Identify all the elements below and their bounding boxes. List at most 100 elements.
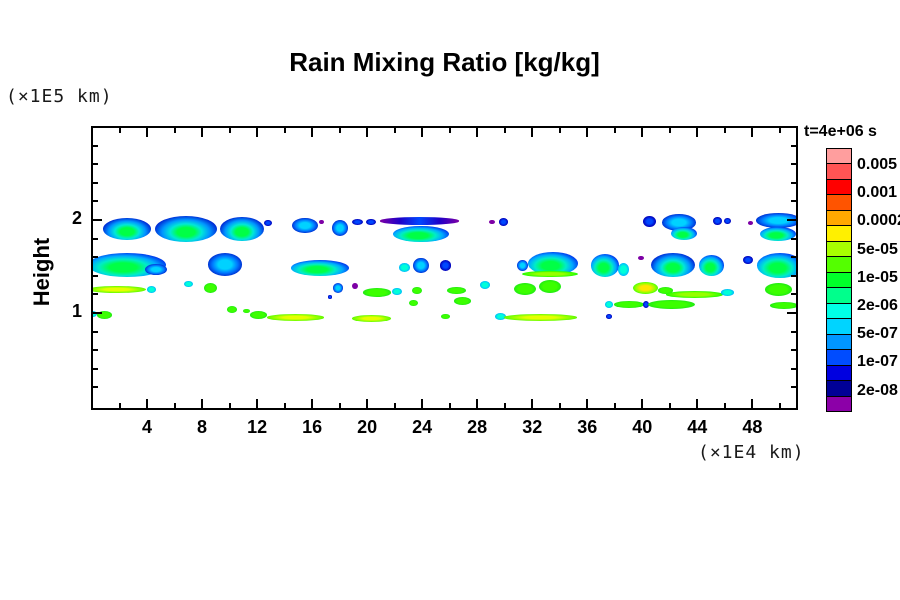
colorbar-swatch: [826, 333, 852, 351]
rain-blob: [219, 217, 264, 242]
x-tick-label: 44: [687, 417, 708, 437]
rain-blob: [743, 255, 754, 265]
y-minor-tick: [791, 144, 796, 147]
rain-blob: [331, 220, 348, 237]
y-major-tick: [787, 219, 796, 221]
x-minor-tick: [448, 403, 451, 408]
y-minor-tick: [791, 349, 796, 352]
x-tick-label: 24: [412, 417, 433, 437]
rain-blob: [605, 301, 614, 308]
x-tick-label: 8: [197, 417, 208, 437]
rain-blob: [517, 259, 529, 272]
colorbar-swatch: [826, 209, 852, 227]
y-minor-tick: [93, 237, 98, 240]
rain-blob: [227, 306, 238, 313]
rain-blob: [440, 260, 452, 271]
rain-blob: [203, 282, 217, 293]
x-minor-tick: [723, 128, 726, 133]
y-minor-tick: [791, 256, 796, 259]
y-minor-tick: [93, 200, 98, 203]
x-minor-tick: [338, 403, 341, 408]
y-minor-tick: [93, 144, 98, 147]
rain-blob: [539, 280, 562, 294]
rain-blob: [97, 311, 113, 319]
rain-blob: [146, 286, 156, 293]
y-minor-tick: [93, 386, 98, 389]
x-minor-tick: [448, 128, 451, 133]
rain-blob: [713, 216, 723, 226]
rain-blob: [102, 218, 151, 241]
y-minor-tick: [93, 293, 98, 296]
colorbar-swatch: [826, 395, 852, 412]
rain-blob: [617, 262, 629, 276]
colorbar-swatch: [826, 148, 852, 165]
rain-blob: [93, 286, 147, 294]
rain-blob: [522, 270, 579, 278]
y-minor-tick: [791, 274, 796, 277]
x-minor-tick: [778, 128, 781, 133]
colorbar-label: 0.001: [857, 184, 898, 202]
rain-blob: [183, 280, 193, 288]
rain-blob: [606, 314, 613, 320]
colorbar-swatch: [826, 380, 852, 397]
plot-area: [91, 126, 798, 410]
y-major-tick: [93, 312, 102, 314]
x-minor-tick: [118, 128, 121, 133]
rain-blob: [658, 287, 674, 294]
y-major-tick: [787, 312, 796, 314]
colorbar-label: 1e-07: [857, 353, 898, 371]
x-minor-tick: [668, 128, 671, 133]
y-tick-label: 2: [71, 208, 82, 228]
colorbar-label: 5e-07: [857, 325, 898, 343]
x-major-tick: [476, 128, 479, 137]
x-major-tick: [476, 399, 479, 408]
rain-blob: [292, 217, 319, 234]
rain-blob: [453, 297, 471, 305]
rain-blob: [495, 313, 507, 320]
x-tick-label: 36: [577, 417, 598, 437]
rain-blob: [379, 217, 460, 225]
x-tick-label: 28: [467, 417, 488, 437]
rain-blob: [480, 281, 491, 289]
rain-blob: [591, 254, 620, 277]
x-minor-tick: [393, 403, 396, 408]
rain-blob: [647, 299, 695, 310]
x-tick-label: 40: [632, 417, 653, 437]
rain-blob: [756, 253, 796, 278]
x-major-tick: [311, 399, 314, 408]
x-major-tick: [366, 128, 369, 137]
y-minor-tick: [93, 163, 98, 166]
colorbar-swatch: [826, 178, 852, 196]
rain-blob: [441, 314, 451, 320]
colorbar-swatch: [826, 349, 852, 366]
rain-blob: [412, 257, 429, 274]
x-major-tick: [311, 128, 314, 137]
x-major-tick: [256, 128, 259, 137]
rain-blob: [643, 301, 650, 308]
x-minor-tick: [118, 403, 121, 408]
rain-blob: [362, 288, 391, 297]
colorbar-label: 1e-05: [857, 268, 898, 286]
rain-blob: [366, 218, 377, 226]
rain-blob: [764, 283, 793, 297]
rain-blob: [721, 289, 735, 296]
x-major-tick: [256, 399, 259, 408]
y-minor-tick: [791, 181, 796, 184]
rain-blob: [264, 219, 273, 227]
x-minor-tick: [503, 403, 506, 408]
rain-blob: [351, 218, 364, 226]
rain-blob: [333, 283, 344, 293]
x-major-tick: [531, 128, 534, 137]
y-minor-tick: [93, 274, 98, 277]
x-minor-tick: [283, 403, 286, 408]
y-minor-tick: [791, 367, 796, 370]
rain-blob: [527, 252, 578, 276]
rain-blob: [698, 255, 724, 276]
x-minor-tick: [338, 128, 341, 133]
rain-blob: [398, 263, 410, 272]
y-minor-tick: [791, 237, 796, 240]
colorbar-time-label: t=4e+06 s: [804, 123, 877, 140]
y-minor-tick: [93, 349, 98, 352]
x-minor-tick: [613, 128, 616, 133]
x-major-tick: [531, 399, 534, 408]
